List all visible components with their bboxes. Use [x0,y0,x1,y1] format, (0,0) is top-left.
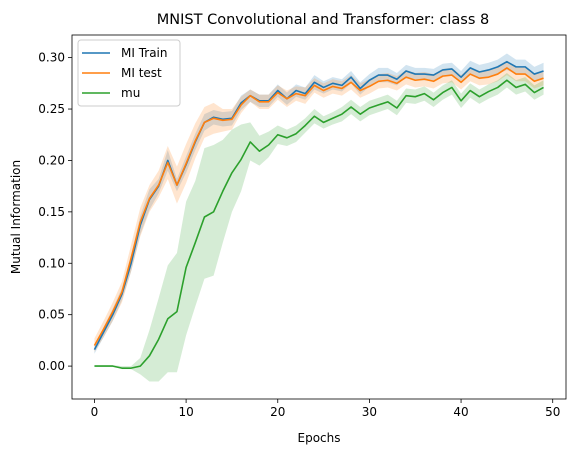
x-tick-label: 40 [453,405,468,419]
series-line-mu [94,79,544,369]
legend-label-mi-test: MI test [121,66,162,80]
x-axis-label: Epochs [298,431,341,445]
plot-frame [71,34,567,400]
y-axis-label: Mutual Information [9,160,23,274]
x-tick-label: 50 [545,405,560,419]
band-mi-train [94,53,544,354]
x-tick-label: 10 [178,405,193,419]
chart-title: MNIST Convolutional and Transformer: cla… [157,12,489,28]
x-tick-label: 30 [362,405,377,419]
y-tick-label: 0.25 [38,102,65,116]
y-tick-label: 0.00 [38,359,65,373]
legend: MI Train MI test mu [77,39,181,107]
y-tick-label: 0.10 [38,256,65,270]
y-tick-label: 0.15 [38,205,65,219]
legend-label-mu: mu [121,86,140,100]
y-tick-label: 0.30 [38,51,65,65]
x-tick-label: 20 [270,405,285,419]
legend-box [77,39,181,107]
series-line-mi-test [93,67,544,346]
x-tick-label: 0 [91,405,99,419]
y-tick-label: 0.05 [38,308,65,322]
legend-label-mi-train: MI Train [121,46,168,60]
y-tick-label: 0.20 [38,153,65,167]
band-mi-test [94,60,544,352]
band-mu [94,73,544,382]
